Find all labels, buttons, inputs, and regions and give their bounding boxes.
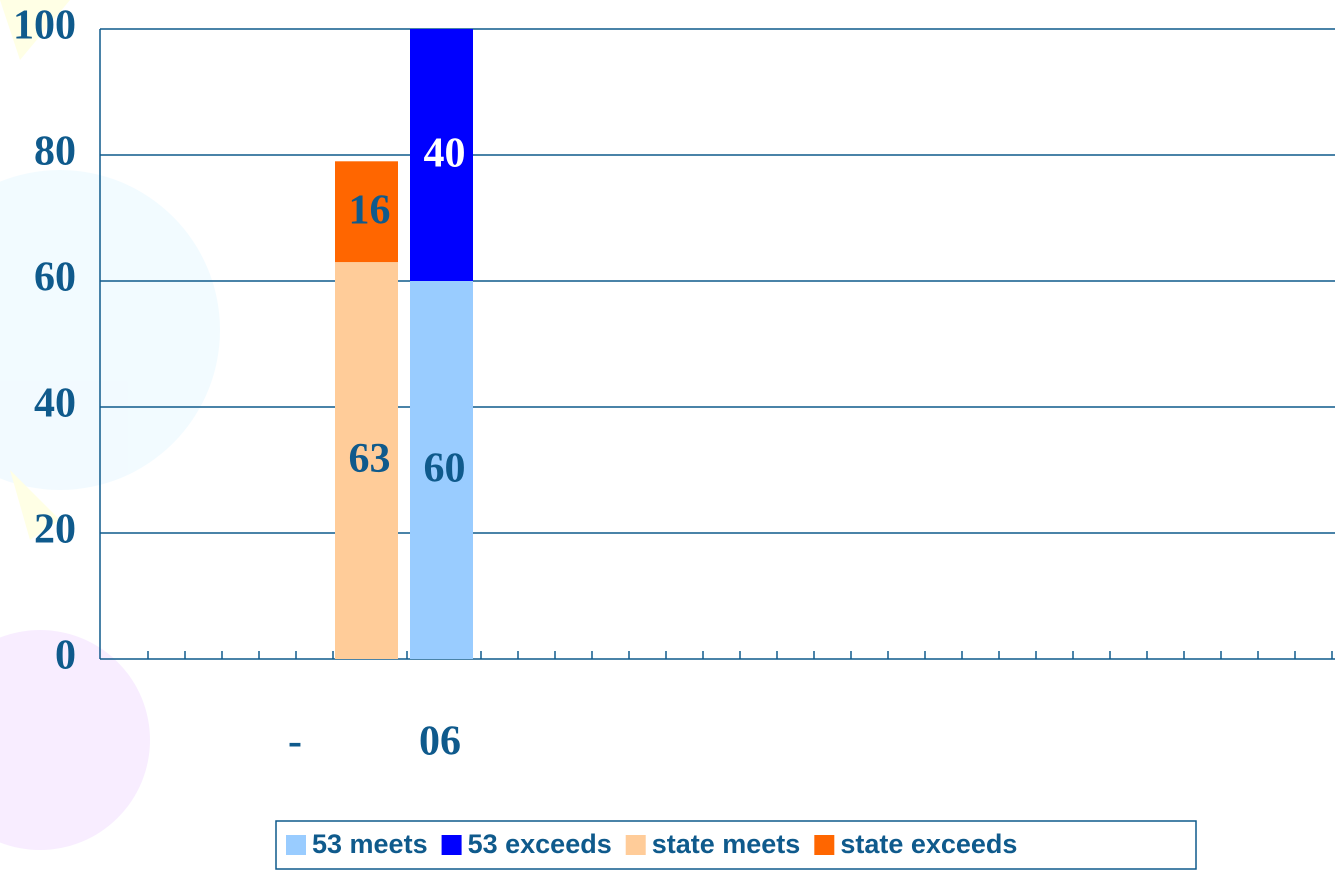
x-tick-label: - (288, 719, 302, 765)
bar-segment (410, 281, 473, 659)
legend-swatch (814, 835, 835, 855)
y-tick-label: 100 (13, 3, 76, 49)
y-tick-label: 40 (34, 381, 76, 427)
legend-swatch (286, 835, 306, 855)
background-decoration (0, 0, 220, 850)
bar-segment (335, 262, 398, 659)
x-tick-label: 06 (419, 719, 461, 765)
y-tick-label: 20 (34, 507, 76, 553)
legend-label: 53 exceeds (468, 829, 612, 859)
legend-label: 53 meets (312, 829, 428, 859)
legend-swatch (441, 835, 462, 855)
legend-label: state meets (652, 829, 801, 859)
data-label: 16 (349, 187, 391, 233)
bar-segment (410, 29, 473, 281)
y-tick-label: 60 (34, 255, 76, 301)
data-label: 63 (349, 436, 391, 482)
data-label: 60 (424, 446, 466, 492)
bar-segment (335, 161, 398, 263)
legend-label: state exceeds (840, 829, 1017, 859)
y-tick-label: 0 (55, 633, 76, 679)
legend-swatch (625, 835, 646, 855)
data-label: 40 (424, 131, 466, 177)
legend-box (275, 820, 1197, 870)
y-tick-label: 80 (34, 129, 76, 175)
